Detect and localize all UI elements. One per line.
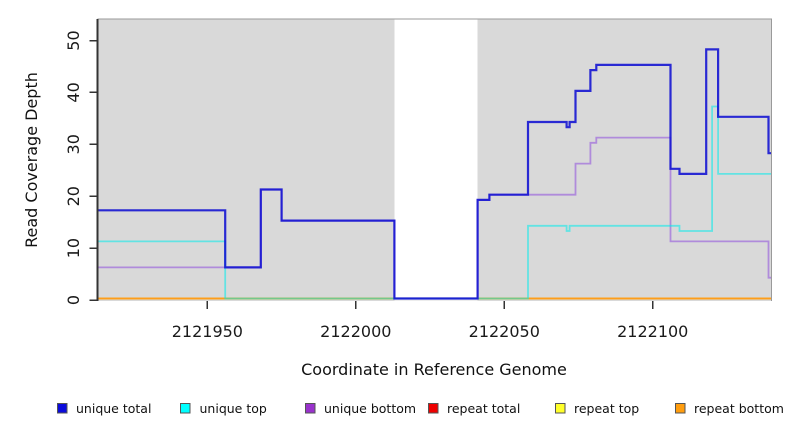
legend-swatch-unique-total [57,403,68,414]
legend-swatch-unique-top [180,403,191,414]
y-tick-label-0: 0 [64,295,83,305]
legend-swatch-repeat-top [555,403,566,414]
legend-label-repeat-top: repeat top [574,401,639,416]
coverage-gap-band [394,19,478,301]
legend-swatch-repeat-bottom [675,403,686,414]
x-tick-label-2122050: 2122050 [469,322,540,341]
x-tick-label-2121950: 2121950 [172,322,243,341]
y-tick-label-50: 50 [64,30,83,50]
legend-label-repeat-total: repeat total [447,401,520,416]
series-unique-total [97,48,772,300]
legend-label-unique-top: unique top [200,401,267,416]
legend-swatch-repeat-total [428,403,439,414]
series-unique-top [97,105,772,300]
plot-box-border [97,18,773,301]
x-tick-label-2122100: 2122100 [617,322,688,341]
x-axis-title: Coordinate in Reference Genome [301,360,567,379]
y-tick-label-30: 30 [64,134,83,154]
y-tick-label-20: 20 [64,186,83,206]
legend-label-unique-total: unique total [76,401,151,416]
legend-label-repeat-bottom: repeat bottom [694,401,784,416]
legend-label-unique-bottom: unique bottom [324,401,416,416]
y-axis-title: Read Coverage Depth [22,72,41,248]
legend-swatch-unique-bottom [305,403,316,414]
y-tick-label-40: 40 [64,82,83,102]
y-tick-label-10: 10 [64,238,83,258]
x-tick-label-2122000: 2122000 [320,322,391,341]
